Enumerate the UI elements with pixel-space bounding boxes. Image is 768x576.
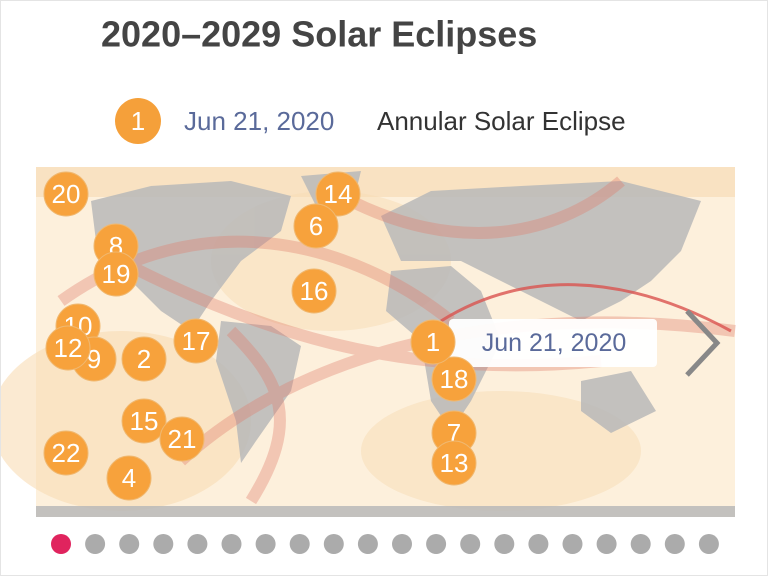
marker-label: 16 <box>300 276 329 306</box>
map-marker[interactable]: 19 <box>93 251 139 297</box>
marker-label: 19 <box>102 259 131 289</box>
marker-label: 1 <box>426 327 440 357</box>
page-dot[interactable] <box>153 534 174 554</box>
marker-label: 4 <box>122 463 136 493</box>
page-dot[interactable] <box>85 534 106 554</box>
marker-label: 9 <box>87 344 101 374</box>
marker-label: 2 <box>137 344 151 374</box>
map-marker[interactable]: 1 <box>410 319 456 365</box>
map-marker[interactable]: 15 <box>121 398 167 444</box>
tooltip: Jun 21, 2020 <box>449 319 657 367</box>
page-dot[interactable] <box>51 534 71 554</box>
marker-circle <box>315 171 361 217</box>
marker-label: 7 <box>447 418 461 448</box>
page-dot[interactable] <box>528 534 549 554</box>
marker-label: 22 <box>52 438 81 468</box>
page-dot[interactable] <box>664 534 685 554</box>
tooltip-date: Jun 21, 2020 <box>482 329 627 357</box>
page-dot[interactable] <box>596 534 617 554</box>
marker-circle <box>410 319 456 365</box>
marker-circle <box>121 398 167 444</box>
map-marker[interactable]: 18 <box>431 356 477 402</box>
page-dot[interactable] <box>698 534 719 554</box>
marker-circle <box>173 318 219 364</box>
map-marker[interactable]: 12 <box>45 325 91 371</box>
map-marker[interactable]: 13 <box>431 440 477 486</box>
page-dot[interactable] <box>562 534 583 554</box>
map-marker[interactable]: 22 <box>43 430 89 476</box>
marker-label: 14 <box>324 179 353 209</box>
marker-label: 13 <box>440 448 469 478</box>
map-marker[interactable]: 17 <box>173 318 219 364</box>
page-dot[interactable] <box>255 534 276 554</box>
next-arrow[interactable] <box>685 309 721 377</box>
page-dot[interactable] <box>357 534 378 554</box>
map-marker[interactable]: 4 <box>106 455 152 501</box>
page-dot[interactable] <box>392 534 412 554</box>
marker-circle <box>431 356 477 402</box>
map-marker[interactable]: 16 <box>291 268 337 314</box>
map-marker[interactable]: 14 <box>315 171 361 217</box>
selected-type: Annular Solar Eclipse <box>377 106 626 136</box>
map-marker[interactable]: 6 <box>293 203 339 249</box>
page-dot[interactable] <box>494 534 515 554</box>
page-dot[interactable] <box>187 534 208 554</box>
marker-circle <box>121 336 167 382</box>
title: 2020–2029 Solar Eclipses <box>101 14 537 55</box>
map-marker[interactable]: 20 <box>43 171 89 217</box>
marker-circle <box>159 416 205 462</box>
page-dot[interactable] <box>323 534 344 554</box>
page-dot[interactable] <box>460 534 481 554</box>
marker-circle <box>106 455 152 501</box>
marker-circle <box>45 325 91 371</box>
marker-label: 17 <box>182 326 211 356</box>
marker-label: 6 <box>309 211 323 241</box>
page-dot[interactable] <box>289 534 310 554</box>
page-dot[interactable] <box>426 534 447 554</box>
marker-label: 12 <box>54 333 83 363</box>
selected-date: Jun 21, 2020 <box>184 106 334 136</box>
selected-number: 1 <box>131 106 145 136</box>
marker-label: 18 <box>440 364 469 394</box>
marker-circle <box>431 440 477 486</box>
marker-circle <box>43 430 89 476</box>
map-marker[interactable]: 21 <box>159 416 205 462</box>
marker-circle <box>43 171 89 217</box>
marker-label: 21 <box>168 424 197 454</box>
selected-badge <box>115 98 161 144</box>
marker-circle <box>293 203 339 249</box>
page-dot[interactable] <box>630 534 651 554</box>
marker-label: 15 <box>130 406 159 436</box>
pagination <box>51 534 719 554</box>
marker-label: 20 <box>52 179 81 209</box>
page-dot[interactable] <box>221 534 242 554</box>
marker-circle <box>93 251 139 297</box>
marker-circle <box>291 268 337 314</box>
map-marker[interactable]: 2 <box>121 336 167 382</box>
page-dot[interactable] <box>119 534 140 554</box>
